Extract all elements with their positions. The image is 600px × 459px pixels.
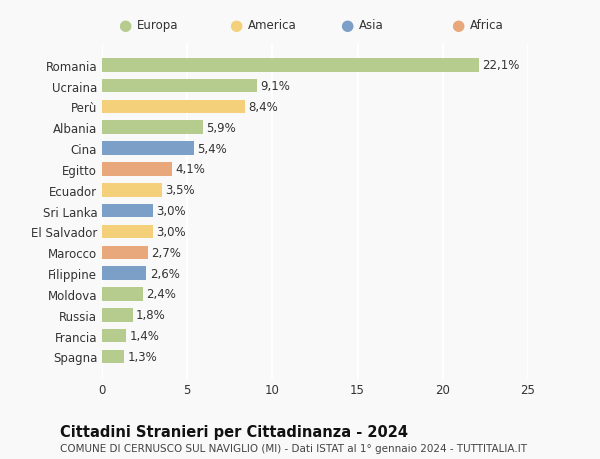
Bar xyxy=(102,79,257,93)
Bar xyxy=(102,350,124,364)
Text: Asia: Asia xyxy=(359,19,383,32)
Bar xyxy=(102,267,146,280)
Bar xyxy=(102,329,126,343)
Text: ●: ● xyxy=(118,18,131,33)
Text: 5,9%: 5,9% xyxy=(206,122,236,134)
Text: ●: ● xyxy=(451,18,464,33)
Text: Africa: Africa xyxy=(470,19,503,32)
Bar xyxy=(102,287,143,301)
Bar xyxy=(102,225,153,239)
Text: 9,1%: 9,1% xyxy=(260,80,290,93)
Text: America: America xyxy=(248,19,296,32)
Bar xyxy=(102,204,153,218)
Text: 3,5%: 3,5% xyxy=(165,184,194,197)
Bar xyxy=(102,308,133,322)
Text: 2,4%: 2,4% xyxy=(146,288,176,301)
Text: 1,8%: 1,8% xyxy=(136,308,166,322)
Bar xyxy=(102,163,172,176)
Bar xyxy=(102,142,194,156)
Text: 5,4%: 5,4% xyxy=(197,142,227,155)
Bar xyxy=(102,121,203,135)
Bar xyxy=(102,101,245,114)
Bar xyxy=(102,184,161,197)
Text: 8,4%: 8,4% xyxy=(248,101,278,114)
Bar xyxy=(102,59,479,73)
Text: 3,0%: 3,0% xyxy=(157,205,186,218)
Text: 1,3%: 1,3% xyxy=(128,350,157,363)
Text: 22,1%: 22,1% xyxy=(482,59,520,72)
Bar xyxy=(102,246,148,259)
Text: ●: ● xyxy=(340,18,353,33)
Text: 4,1%: 4,1% xyxy=(175,163,205,176)
Text: Europa: Europa xyxy=(137,19,178,32)
Text: 1,4%: 1,4% xyxy=(129,330,159,342)
Text: ●: ● xyxy=(229,18,242,33)
Text: COMUNE DI CERNUSCO SUL NAVIGLIO (MI) - Dati ISTAT al 1° gennaio 2024 - TUTTITALI: COMUNE DI CERNUSCO SUL NAVIGLIO (MI) - D… xyxy=(60,443,527,453)
Text: 2,7%: 2,7% xyxy=(151,246,181,259)
Text: 3,0%: 3,0% xyxy=(157,225,186,238)
Text: Cittadini Stranieri per Cittadinanza - 2024: Cittadini Stranieri per Cittadinanza - 2… xyxy=(60,425,408,440)
Text: 2,6%: 2,6% xyxy=(150,267,179,280)
